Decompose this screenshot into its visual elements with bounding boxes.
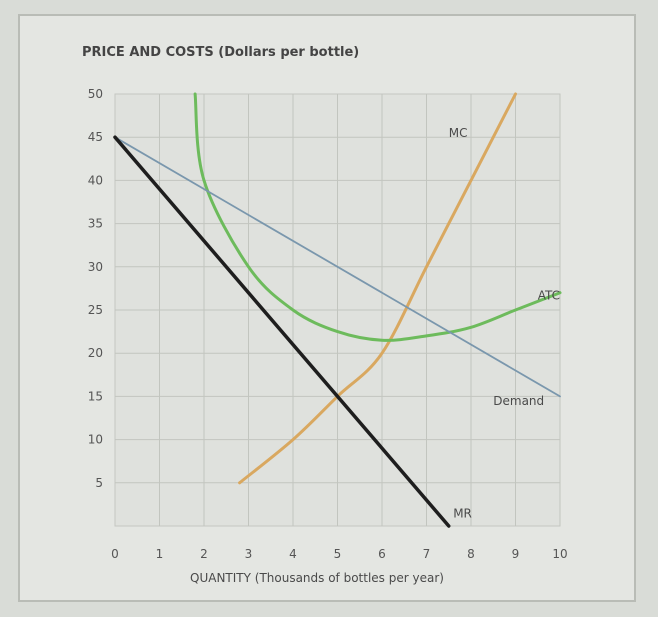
x-tick-label: 7 xyxy=(423,547,431,561)
y-tick-label: 50 xyxy=(88,87,103,101)
series-label-atc: ATC xyxy=(538,289,560,303)
y-tick-label: 25 xyxy=(88,303,103,317)
series-line-mc xyxy=(238,92,517,485)
x-tick-label: 5 xyxy=(334,547,342,561)
y-tick-label: 45 xyxy=(88,130,103,144)
series-line-atc xyxy=(193,92,562,342)
chart: PRICE AND COSTS (Dollars per bottle) 0 1 2… xyxy=(82,45,568,585)
grid xyxy=(114,93,561,527)
x-tick-label: 4 xyxy=(289,547,297,561)
x-tick-label: 8 xyxy=(467,547,475,561)
series-labels: MC ATC Demand MR xyxy=(449,126,560,520)
series-line-mr xyxy=(113,135,451,528)
y-tick-label: 5 xyxy=(95,476,103,490)
x-tick-label: 1 xyxy=(156,547,164,561)
y-tick-label: 35 xyxy=(88,217,103,231)
chart-frame: PRICE AND COSTS (Dollars per bottle) 0 1 2… xyxy=(18,14,636,602)
x-tick-label: 2 xyxy=(200,547,208,561)
series-label-mc: MC xyxy=(449,126,468,140)
x-tick-label: 0 xyxy=(111,547,119,561)
x-tick-label: 6 xyxy=(378,547,386,561)
y-tick-label: 10 xyxy=(88,433,103,447)
series-label-demand: Demand xyxy=(493,394,544,408)
chart-title: PRICE AND COSTS (Dollars per bottle) xyxy=(82,45,359,60)
x-tick-label: 9 xyxy=(512,547,520,561)
series-line-demand xyxy=(114,136,561,398)
x-axis-label: QUANTITY (Thousands of bottles per year) xyxy=(190,571,444,585)
y-tick-label: 20 xyxy=(88,346,103,360)
x-tick-label: 3 xyxy=(245,547,253,561)
y-tick-label: 40 xyxy=(88,173,103,187)
series-label-mr: MR xyxy=(453,506,472,520)
series-lines xyxy=(113,92,562,528)
x-tick-label: 10 xyxy=(552,547,567,561)
y-tick-label: 15 xyxy=(88,389,103,403)
y-tick-label: 30 xyxy=(88,260,103,274)
